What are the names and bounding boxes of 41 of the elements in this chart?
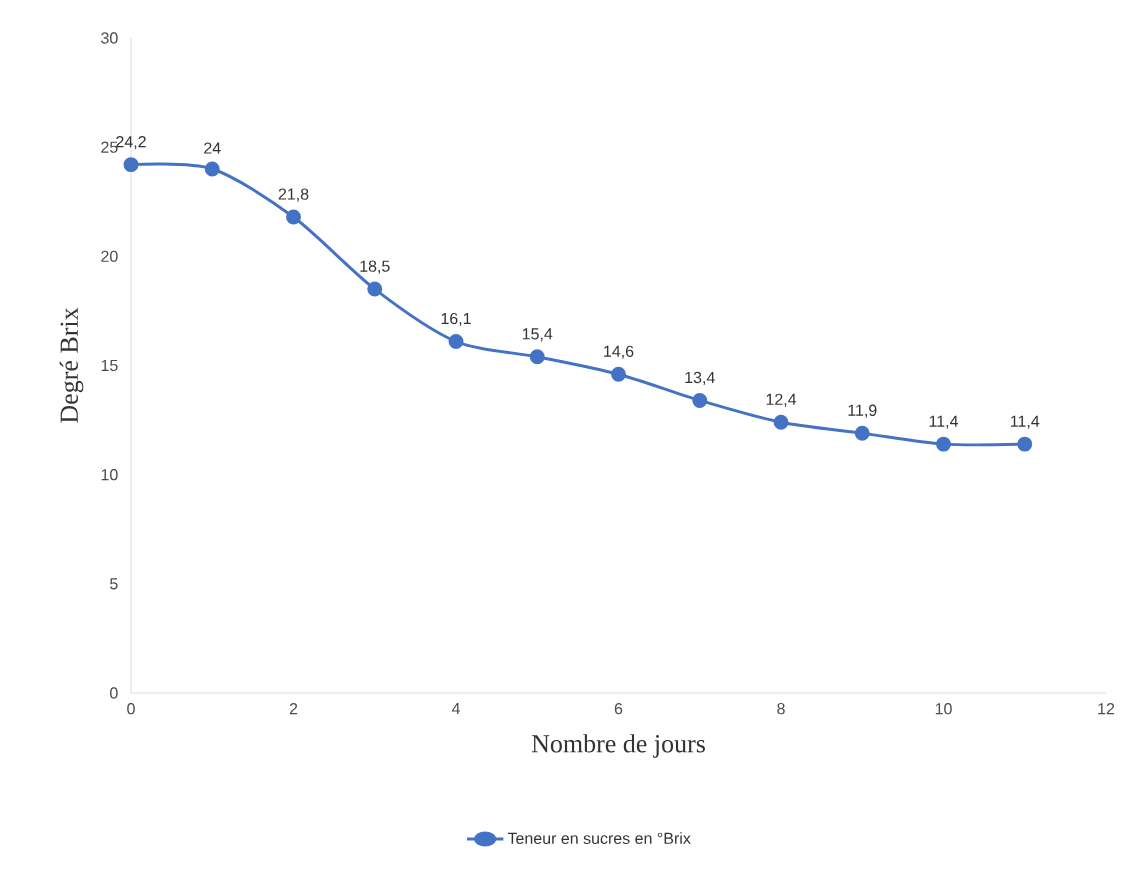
y-tick-label: 0 [110,687,118,699]
point [936,436,951,452]
y-tick-label: 20 [101,250,118,262]
point [448,334,464,349]
legend-label: Teneur en sucres en °Brix [507,832,691,845]
data-label: 21,8 [278,188,309,202]
data-label: 24 [204,142,221,154]
x-tick-label: 0 [127,703,135,715]
x-axis-title: Nombre de jours [531,734,705,758]
data-label: 13,4 [685,371,715,386]
point [367,281,383,297]
x-tick-label: 6 [614,703,623,715]
data-label: 15,4 [522,328,553,342]
point [286,209,301,225]
point [529,349,545,365]
y-axis-title: Degré Brix [59,307,84,423]
y-tick-label: 5 [110,578,118,590]
data-label: 11,4 [929,415,959,429]
x-tick-label: 4 [451,703,460,715]
x-tick-label: 12 [1098,703,1115,715]
y-tick-label: 25 [101,141,118,153]
y-tick-label: 10 [101,469,118,481]
point [854,425,870,441]
y-tick-label: 30 [101,32,118,44]
data-label: 12,4 [766,393,797,407]
x-tick-label: 2 [289,703,298,715]
data-label: 18,5 [360,260,390,274]
data-label: 14,6 [604,345,634,359]
point [611,366,626,382]
point [123,157,139,173]
data-label: 11,9 [848,404,877,418]
point [773,414,789,430]
point [692,392,708,408]
data-label: 16,1 [441,312,471,327]
data-label: 11,4 [1010,415,1040,429]
point [1017,436,1033,452]
x-tick-label: 10 [935,703,952,715]
data-label: 24,2 [116,136,146,150]
point [204,161,220,177]
x-tick-label: 8 [777,703,785,715]
y-tick-label: 15 [101,359,118,372]
